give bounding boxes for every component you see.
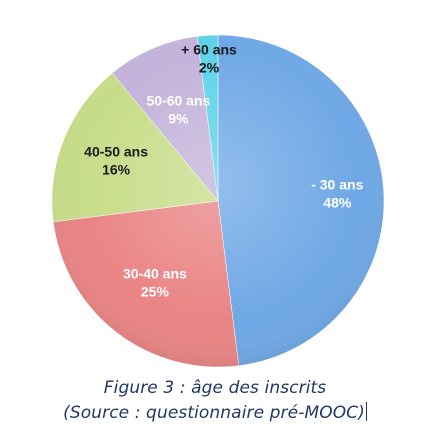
pie-chart: - 30 ans 48% 30-40 ans 25% 40-50 ans 16% 50-60… bbox=[51, 34, 385, 368]
text-cursor bbox=[365, 402, 367, 421]
slice-category-4: + 60 ans bbox=[181, 42, 237, 58]
caption-line-2: (Source : questionnaire pré-MOOC) bbox=[63, 403, 365, 423]
slice-label-1: 30-40 ans 25% bbox=[123, 265, 187, 299]
figure-caption-title: Figure 3 : âge des inscrits bbox=[0, 378, 430, 398]
slice-percent-0: 48% bbox=[323, 195, 352, 211]
pie-slice-0 bbox=[217, 34, 385, 366]
slice-category-2: 40-50 ans bbox=[84, 144, 148, 160]
slice-label-4: + 60 ans 2% bbox=[181, 42, 237, 76]
slice-percent-4: 2% bbox=[199, 60, 220, 76]
slice-percent-1: 25% bbox=[141, 283, 170, 299]
pie-labels: - 30 ans 48% 30-40 ans 25% 40-50 ans 16% 50-60… bbox=[84, 42, 363, 300]
slice-category-0: - 30 ans bbox=[311, 177, 363, 193]
slice-label-0: - 30 ans 48% bbox=[311, 177, 363, 211]
slice-category-3: 50-60 ans bbox=[146, 93, 210, 109]
slice-category-1: 30-40 ans bbox=[123, 265, 187, 281]
slice-percent-2: 16% bbox=[102, 162, 131, 178]
figure-caption-source: (Source : questionnaire pré-MOOC) bbox=[0, 402, 430, 423]
caption-line-1: Figure 3 : âge des inscrits bbox=[103, 378, 327, 398]
slice-label-2: 40-50 ans 16% bbox=[84, 144, 148, 178]
slice-label-3: 50-60 ans 9% bbox=[146, 93, 210, 127]
slice-percent-3: 9% bbox=[168, 111, 189, 127]
